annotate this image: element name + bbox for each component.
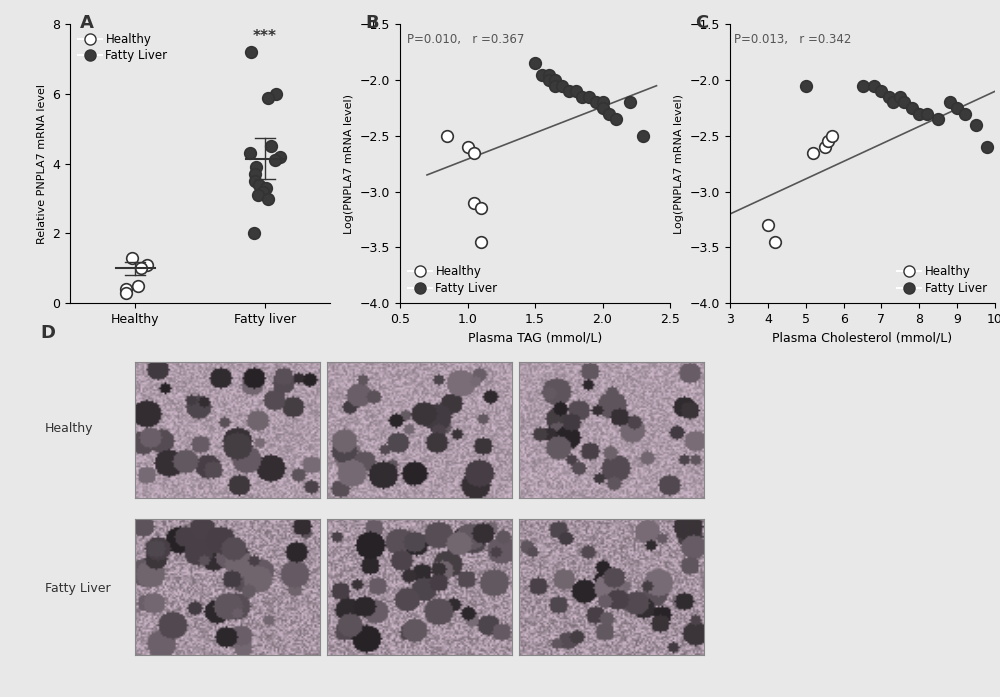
Legend: Healthy, Fatty Liver: Healthy, Fatty Liver — [895, 263, 989, 298]
Point — [635, 130, 651, 141]
Point — [272, 151, 288, 162]
Point — [247, 169, 263, 180]
Point — [919, 108, 935, 119]
Point — [798, 80, 814, 91]
Point — [466, 147, 482, 158]
Point — [979, 141, 995, 153]
Point — [260, 193, 276, 204]
Point — [896, 97, 912, 108]
Y-axis label: Log(PNPLA7 mRNA level): Log(PNPLA7 mRNA level) — [344, 94, 354, 233]
Point — [473, 236, 489, 247]
Legend: Healthy, Fatty Liver: Healthy, Fatty Liver — [406, 263, 500, 298]
Point — [622, 97, 638, 108]
Point — [561, 86, 577, 97]
Point — [892, 91, 908, 102]
Point — [968, 119, 984, 130]
Point — [911, 108, 927, 119]
Point — [242, 148, 258, 159]
Text: A: A — [80, 14, 94, 32]
Point — [881, 91, 897, 102]
Point — [588, 97, 604, 108]
Point — [547, 75, 563, 86]
Text: P=0.013,   r =0.342: P=0.013, r =0.342 — [734, 33, 851, 46]
Point — [601, 108, 617, 119]
Point — [243, 47, 259, 58]
Y-axis label: Relative PNPLA7 mRNA level: Relative PNPLA7 mRNA level — [37, 84, 47, 244]
Point — [118, 287, 134, 298]
Point — [820, 136, 836, 147]
Point — [246, 228, 262, 239]
Point — [124, 252, 140, 263]
Point — [258, 183, 274, 194]
Point — [247, 176, 263, 187]
Point — [824, 130, 840, 141]
Point — [885, 97, 901, 108]
Text: C: C — [695, 14, 708, 32]
Text: ***: *** — [253, 29, 277, 44]
Point — [133, 263, 149, 274]
Point — [568, 86, 584, 97]
Text: B: B — [365, 14, 379, 32]
Point — [251, 179, 267, 190]
Point — [130, 280, 146, 291]
Point — [581, 91, 597, 102]
Point — [248, 162, 264, 173]
Point — [260, 92, 276, 103]
Text: Fatty Liver: Fatty Liver — [45, 583, 111, 595]
Text: D: D — [40, 324, 55, 342]
Point — [268, 89, 284, 100]
Point — [767, 236, 783, 247]
Point — [854, 80, 870, 91]
Point — [540, 69, 556, 80]
X-axis label: Plasma Cholesterol (mmol/L): Plasma Cholesterol (mmol/L) — [772, 332, 953, 344]
Point — [534, 69, 550, 80]
Point — [930, 114, 946, 125]
Point — [139, 259, 155, 270]
Point — [540, 75, 556, 86]
Point — [527, 58, 543, 69]
Point — [267, 155, 283, 166]
Point — [250, 190, 266, 201]
Point — [594, 102, 610, 114]
Point — [255, 186, 271, 197]
Point — [608, 114, 624, 125]
Point — [957, 108, 973, 119]
Point — [466, 197, 482, 208]
Text: P=0.010,   r =0.367: P=0.010, r =0.367 — [407, 33, 524, 46]
Point — [817, 141, 833, 153]
Point — [594, 97, 610, 108]
Point — [473, 203, 489, 214]
Text: Healthy: Healthy — [45, 422, 94, 435]
Point — [873, 86, 889, 97]
Y-axis label: Log(PNPLA7 mRNA level): Log(PNPLA7 mRNA level) — [674, 94, 684, 233]
Point — [866, 80, 882, 91]
Point — [460, 141, 476, 153]
Point — [547, 80, 563, 91]
Legend: Healthy, Fatty Liver: Healthy, Fatty Liver — [76, 30, 170, 65]
Point — [263, 141, 279, 152]
Point — [904, 102, 920, 114]
Point — [760, 220, 776, 231]
Point — [949, 102, 965, 114]
Point — [942, 97, 958, 108]
Point — [439, 130, 455, 141]
Point — [554, 80, 570, 91]
Point — [574, 91, 590, 102]
Point — [805, 147, 821, 158]
X-axis label: Plasma TAG (mmol/L): Plasma TAG (mmol/L) — [468, 332, 602, 344]
Point — [118, 284, 134, 295]
